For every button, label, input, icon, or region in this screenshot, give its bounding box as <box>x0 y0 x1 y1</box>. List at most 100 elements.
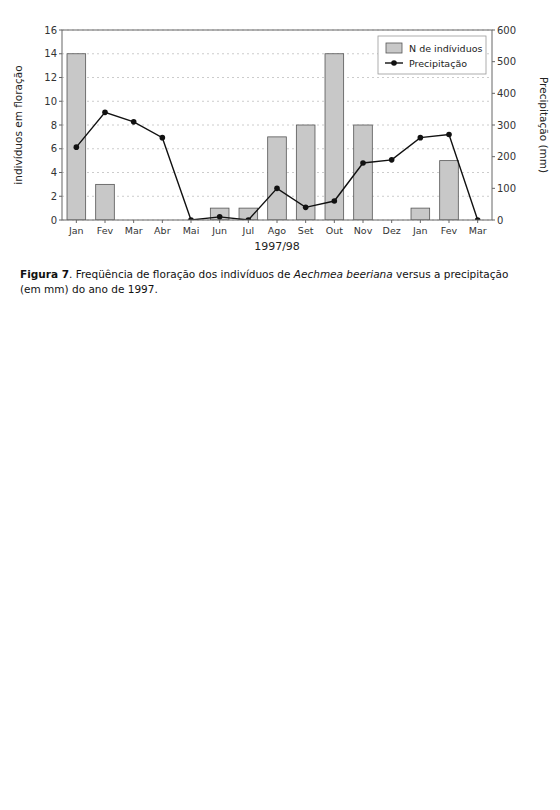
x-tick-label: Jun <box>211 225 227 236</box>
y-tick <box>59 196 62 197</box>
x-tick-label: Ago <box>268 225 287 236</box>
y2-axis-label: Precipitação (mm) <box>538 77 550 173</box>
y-tick <box>59 53 62 54</box>
x-tick <box>76 220 77 223</box>
y2-tick <box>492 61 495 62</box>
x-tick <box>477 220 478 223</box>
x-tick-label: Nov <box>354 225 373 236</box>
x-tick-label: Mai <box>183 225 200 236</box>
legend-label: Precipitação <box>409 58 467 69</box>
x-tick <box>248 220 249 223</box>
x-tick-label: Jul <box>242 225 254 236</box>
legend-marker <box>391 60 397 66</box>
y2-tick <box>492 156 495 157</box>
line-marker <box>389 157 395 163</box>
y-tick-label: 16 <box>44 25 57 36</box>
y-tick-label: 8 <box>51 120 57 131</box>
line-marker <box>418 135 424 141</box>
line-marker <box>274 186 280 192</box>
bar <box>96 184 115 220</box>
legend: N de indíviduos Precipitação <box>378 36 486 74</box>
x-tick <box>191 220 192 223</box>
plot-frame <box>62 30 492 220</box>
line-marker <box>360 160 366 166</box>
bar <box>67 54 86 220</box>
x-tick <box>219 220 220 223</box>
x-tick-label: Out <box>326 225 343 236</box>
background <box>0 0 560 810</box>
x-tick <box>363 220 364 223</box>
x-tick-label: Jan <box>412 225 428 236</box>
y2-tick-label: 400 <box>497 88 516 99</box>
line-marker <box>446 132 452 138</box>
caption-part: . Freqüência de floração dos indivíduos … <box>69 268 294 280</box>
x-tick-label: Set <box>298 225 314 236</box>
caption-part: Figura 7 <box>20 268 69 280</box>
y-tick <box>59 172 62 173</box>
line-marker <box>217 214 223 220</box>
x-tick <box>420 220 421 223</box>
grid-line <box>62 101 492 102</box>
line-marker <box>332 198 338 204</box>
y2-tick-label: 600 <box>497 25 516 36</box>
y2-tick-label: 200 <box>497 151 516 162</box>
x-tick-label: Mar <box>125 225 143 236</box>
legend-swatch <box>386 43 402 53</box>
bar <box>268 137 287 220</box>
y-tick <box>59 101 62 102</box>
plot-area <box>67 54 480 220</box>
y-tick-label: 10 <box>44 96 57 107</box>
y2-tick <box>492 93 495 94</box>
legend-label: N de indíviduos <box>409 43 482 54</box>
grid-line <box>62 77 492 78</box>
line-marker <box>131 119 137 125</box>
y-tick <box>59 220 62 221</box>
caption-part: Aechmea beeriana <box>293 268 393 280</box>
caption: Figura 7. Freqüência de floração dos ind… <box>20 268 508 295</box>
x-tick-label: Mar <box>469 225 487 236</box>
grid-line <box>62 125 492 126</box>
x-tick <box>449 220 450 223</box>
y2-tick <box>492 188 495 189</box>
x-tick <box>133 220 134 223</box>
bar <box>325 54 344 220</box>
bar <box>411 208 430 220</box>
y-tick <box>59 148 62 149</box>
y-tick-label: 2 <box>51 191 57 202</box>
x-tick-label: Fev <box>97 225 114 236</box>
line-marker <box>102 110 108 116</box>
y-tick-label: 12 <box>44 72 57 83</box>
x-tick-label: Jan <box>68 225 84 236</box>
y2-tick-label: 300 <box>497 120 516 131</box>
y-tick <box>59 125 62 126</box>
x-tick <box>105 220 106 223</box>
x-tick <box>277 220 278 223</box>
x-tick <box>391 220 392 223</box>
y-tick-label: 6 <box>51 143 57 154</box>
y-axis-label: indivíduos em floração <box>12 65 24 184</box>
x-tick-label: Dez <box>383 225 401 236</box>
x-tick-label: Fev <box>441 225 458 236</box>
x-tick-label: Abr <box>154 225 171 236</box>
y2-tick <box>492 30 495 31</box>
legend-frame <box>378 36 486 74</box>
y-tick <box>59 77 62 78</box>
y-tick-label: 0 <box>51 215 57 226</box>
bar <box>440 161 459 220</box>
y2-tick-label: 0 <box>497 215 503 226</box>
y-tick-label: 4 <box>51 167 57 178</box>
line-marker <box>74 144 80 150</box>
x-tick <box>305 220 306 223</box>
x-tick <box>334 220 335 223</box>
line-marker <box>303 205 309 211</box>
y2-tick-label: 100 <box>497 183 516 194</box>
x-axis-label: 1997/98 <box>254 240 300 253</box>
y-tick-label: 14 <box>44 48 57 59</box>
y2-tick-label: 500 <box>497 56 516 67</box>
caption-part: (em mm) do ano de 1997. <box>20 283 158 295</box>
y2-tick <box>492 125 495 126</box>
y2-tick <box>492 220 495 221</box>
y-tick <box>59 30 62 31</box>
x-tick <box>162 220 163 223</box>
precip-line <box>76 112 477 220</box>
